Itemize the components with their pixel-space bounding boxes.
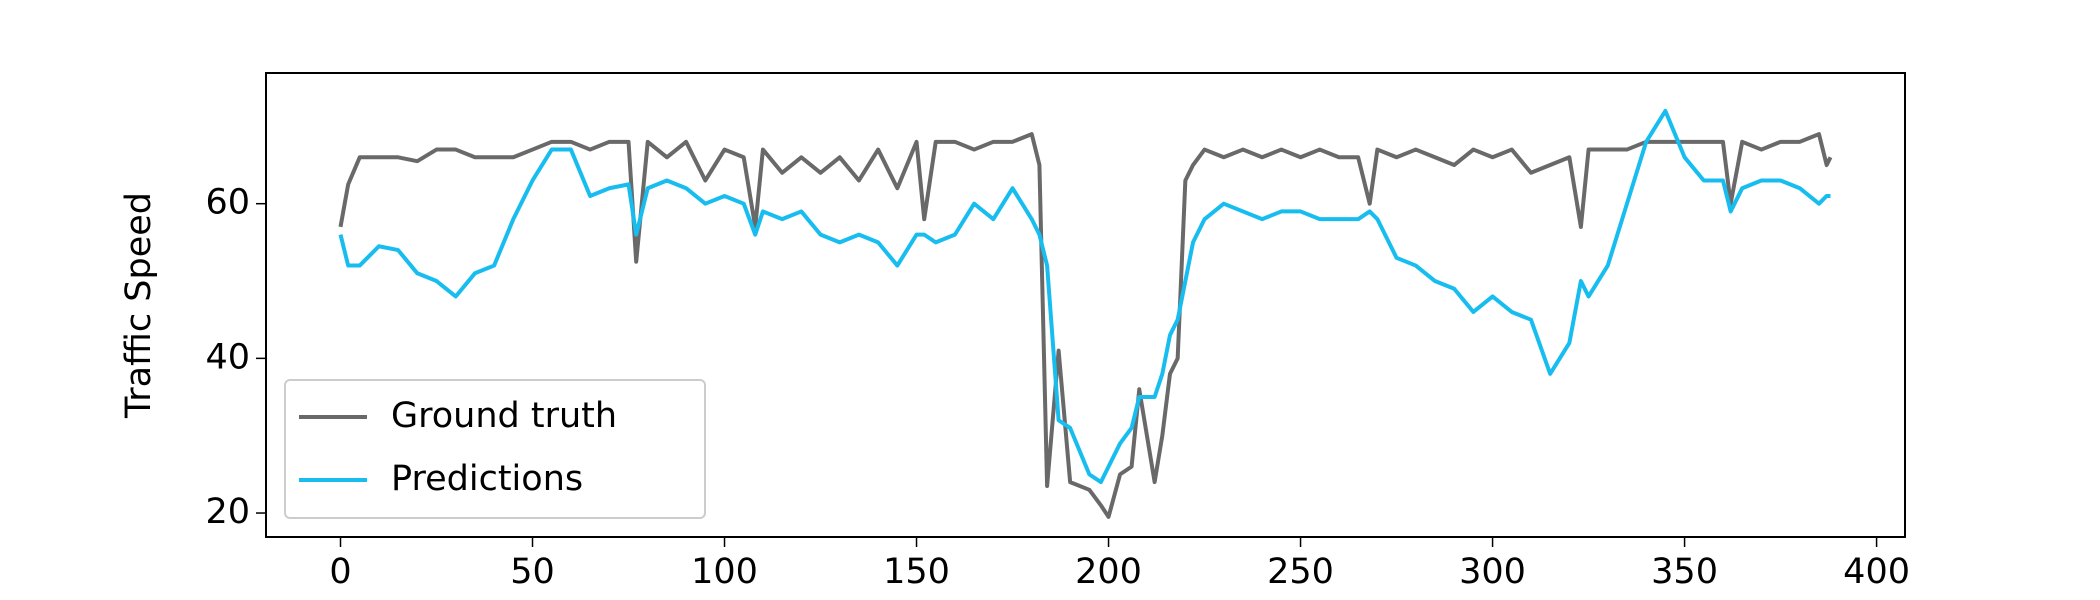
legend-box [284, 379, 706, 519]
x-tick-label: 150 [883, 552, 950, 592]
x-tick-label: 100 [691, 552, 758, 592]
plot-frame [265, 72, 1906, 538]
x-tick-label: 250 [1267, 552, 1334, 592]
series-line [338, 132, 1833, 519]
x-tick-label: 300 [1459, 552, 1526, 592]
y-tick-label: 40 [205, 337, 250, 377]
y-axis-label: Traffic Speed [119, 192, 159, 419]
x-tick-label: 0 [329, 552, 351, 592]
series-line [338, 108, 1831, 485]
legend: Ground truth Predictions [284, 379, 706, 519]
x-tick-label: 350 [1651, 552, 1718, 592]
y-tick-label: 60 [205, 183, 250, 223]
x-tick-label: 50 [510, 552, 555, 592]
x-tick-label: 400 [1843, 552, 1910, 592]
y-tick-label: 20 [205, 492, 250, 532]
legend-label: Predictions [391, 459, 583, 499]
legend-label: Ground truth [391, 396, 617, 436]
x-tick-label: 200 [1075, 552, 1142, 592]
